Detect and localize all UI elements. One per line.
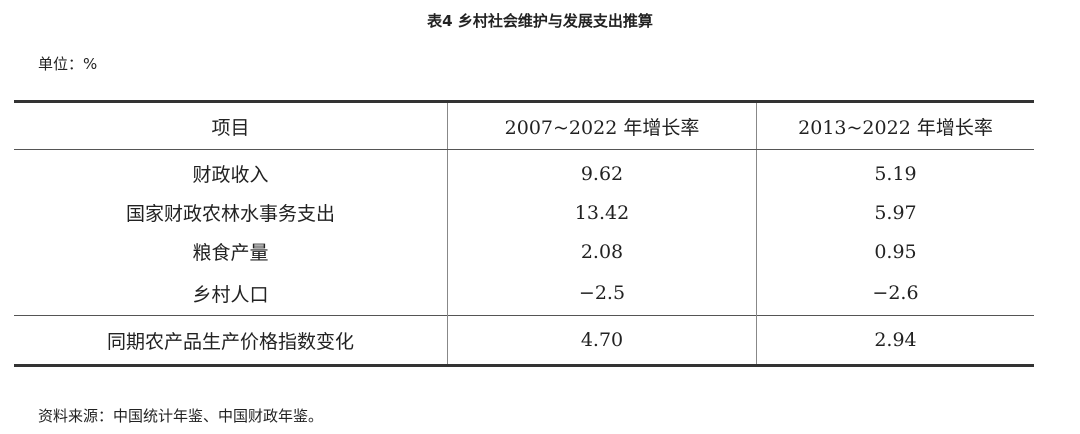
column-header: 项目 [14, 101, 448, 150]
table-row: 国家财政农林水事务支出 13.42 5.97 [14, 193, 1034, 232]
cell-value: 2.94 [756, 315, 1034, 366]
table-head: 项目 2007~2022 年增长率 2013~2022 年增长率 [14, 101, 1034, 150]
row-label: 粮食产量 [14, 232, 448, 271]
data-table: 项目 2007~2022 年增长率 2013~2022 年增长率 财政收入 9.6… [14, 100, 1034, 367]
header-row: 项目 2007~2022 年增长率 2013~2022 年增长率 [14, 101, 1034, 150]
cell-value: 2.08 [447, 232, 757, 271]
row-label: 乡村人口 [14, 271, 448, 316]
table-row: 同期农产品生产价格指数变化 4.70 2.94 [14, 315, 1034, 366]
cell-value: 9.62 [447, 149, 757, 193]
table-row: 粮食产量 2.08 0.95 [14, 232, 1034, 271]
cell-value: 5.97 [874, 201, 917, 224]
column-header: 2013~2022 年增长率 [756, 101, 1034, 150]
cell-value: 0.95 [874, 240, 917, 263]
row-label: 财政收入 [14, 149, 448, 193]
cell-value: −2.6 [872, 282, 919, 304]
cell-value: 5.19 [874, 162, 917, 185]
cell-value: −2.5 [447, 271, 757, 316]
unit-label: 单位：% [38, 55, 98, 73]
table-body: 财政收入 9.62 5.19 国家财政农林水事务支出 13.42 5.97 粮食产量 2.08… [14, 149, 1034, 366]
table-row: 财政收入 9.62 5.19 [14, 149, 1034, 193]
source-note: 资料来源：中国统计年鉴、中国财政年鉴。 [38, 407, 324, 425]
column-header: 2007~2022 年增长率 [447, 101, 757, 150]
cell-value: 4.70 [447, 315, 757, 366]
row-label: 同期农产品生产价格指数变化 [14, 315, 448, 366]
table-row: 乡村人口 −2.5 −2.6 [14, 271, 1034, 316]
row-label: 国家财政农林水事务支出 [14, 193, 448, 232]
cell-value: 13.42 [447, 193, 757, 232]
table-title: 表4 乡村社会维护与发展支出推算 [427, 12, 653, 30]
